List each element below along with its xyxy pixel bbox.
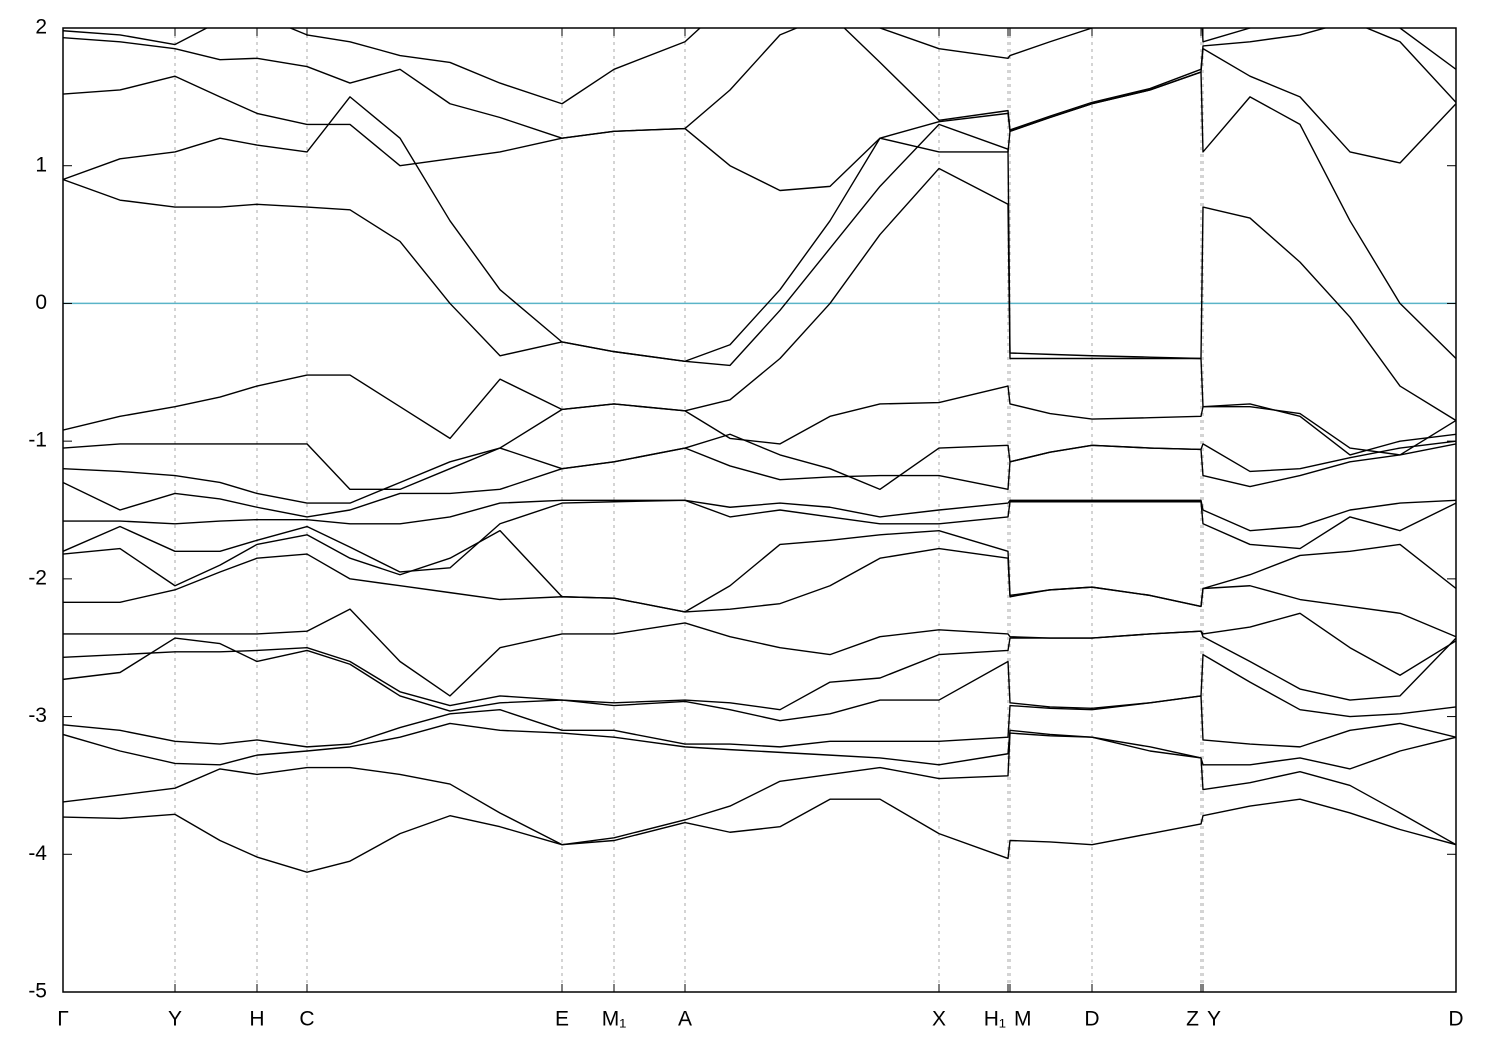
y-tick-label: -2 bbox=[28, 566, 47, 589]
band-line bbox=[63, 433, 1456, 504]
band-line bbox=[63, 695, 1456, 748]
x-tick-label: A bbox=[678, 1008, 692, 1031]
band-line bbox=[63, 47, 1456, 192]
x-tick-label: Γ bbox=[57, 1008, 69, 1031]
x-tick-label: E bbox=[555, 1008, 569, 1031]
band-line bbox=[63, 443, 1456, 518]
band-line bbox=[63, 499, 1456, 532]
y-tick-label: 0 bbox=[35, 291, 47, 314]
band-line bbox=[63, 798, 1456, 873]
y-tick-label: -1 bbox=[28, 429, 47, 452]
y-tick-label: -3 bbox=[28, 704, 47, 727]
x-tick-label: D bbox=[1084, 1008, 1099, 1031]
band-line bbox=[63, 71, 1456, 362]
band-line bbox=[63, 167, 1456, 456]
band-line bbox=[63, 499, 1456, 573]
x-tick-label: M bbox=[1014, 1008, 1032, 1031]
band-line bbox=[63, 630, 1456, 711]
band-line bbox=[63, 28, 1456, 139]
y-tick-label: 2 bbox=[35, 16, 47, 39]
x-tick-label: Z bbox=[1186, 1008, 1199, 1031]
band-line bbox=[63, 637, 1456, 722]
band-line bbox=[63, 123, 1456, 422]
x-tick-label: D bbox=[1448, 1008, 1463, 1031]
band-line bbox=[63, 608, 1456, 697]
x-tick-label: H bbox=[249, 1008, 264, 1031]
y-tick-label: 1 bbox=[35, 153, 47, 176]
y-tick-label: -5 bbox=[28, 980, 47, 1003]
band-line bbox=[63, 529, 1456, 613]
grid-layer bbox=[62, 28, 1457, 992]
band-line bbox=[63, 547, 1456, 638]
x-tick-label: Y bbox=[168, 1008, 182, 1031]
x-tick-label: X bbox=[932, 1008, 946, 1031]
band-line bbox=[63, 28, 1456, 105]
y-tick-label: -4 bbox=[28, 842, 47, 865]
band-line bbox=[63, 722, 1456, 770]
x-tick-label: C bbox=[299, 1008, 314, 1031]
plot-frame bbox=[62, 27, 1457, 993]
x-tick-label: Y bbox=[1207, 1008, 1221, 1031]
x-tick-label: M₁ bbox=[602, 1008, 627, 1031]
band-line bbox=[63, 732, 1456, 846]
x-tick-label: H₁ bbox=[984, 1008, 1006, 1031]
band-layer bbox=[63, 28, 1456, 873]
